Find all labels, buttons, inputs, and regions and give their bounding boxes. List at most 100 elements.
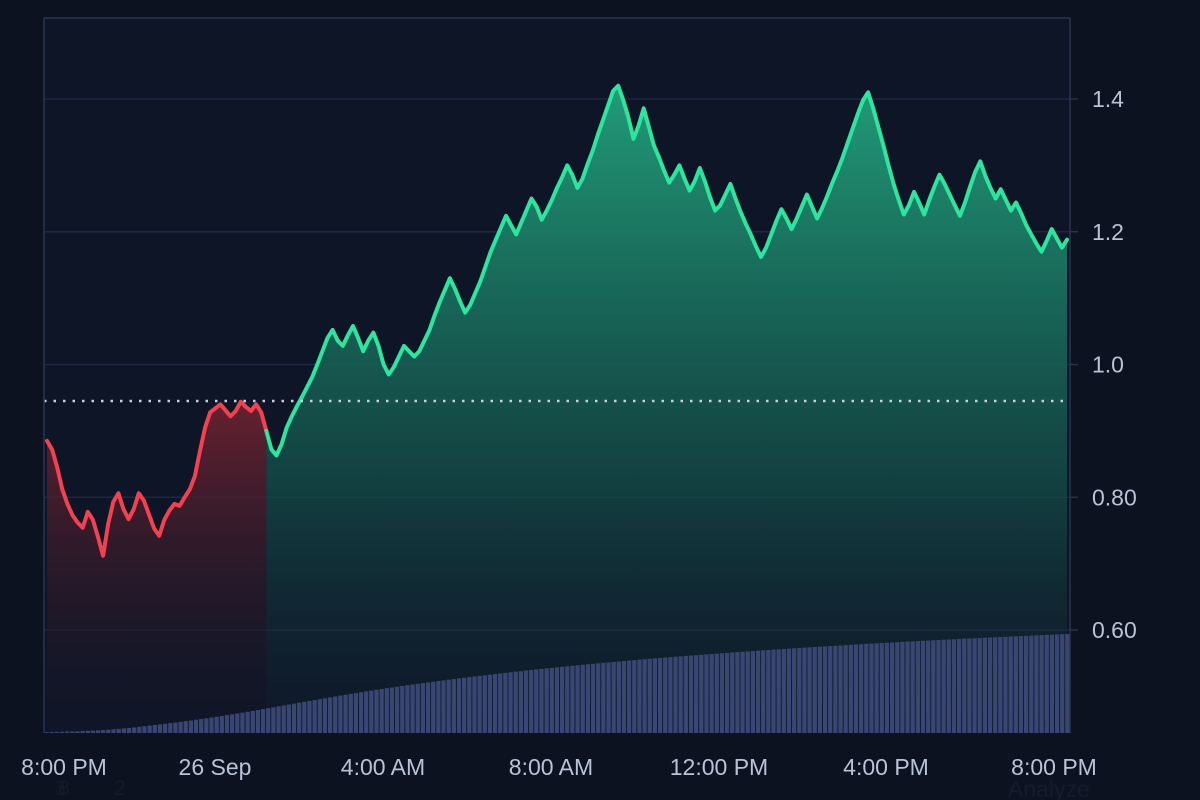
volume-bar: [297, 702, 302, 733]
volume-bar: [668, 657, 673, 733]
volume-bar: [214, 716, 219, 733]
volume-bar: [786, 648, 792, 733]
volume-bar: [508, 672, 513, 733]
volume-bar: [1013, 636, 1018, 733]
volume-bar: [941, 639, 946, 733]
volume-bar: [931, 640, 936, 733]
volume-bar: [869, 643, 874, 733]
volume-bar: [451, 679, 456, 733]
volume-bar: [596, 663, 601, 733]
volume-bar: [188, 720, 194, 733]
volume-bar: [962, 638, 967, 733]
volume-bar: [157, 724, 163, 733]
volume-bar: [699, 654, 704, 733]
volume-bar: [65, 731, 70, 733]
price-line: [45, 83, 1069, 558]
x-tick-label: 8:00 PM: [21, 754, 107, 780]
volume-bar: [487, 674, 493, 733]
volume-bar: [529, 670, 534, 733]
volume-bar: [503, 672, 508, 733]
volume-bar: [374, 689, 379, 733]
volume-bar: [472, 676, 477, 733]
volume-bar: [559, 666, 565, 733]
volume-bar: [709, 653, 714, 733]
volume-bar: [75, 731, 80, 733]
volume-bar: [817, 646, 823, 733]
volume-bar: [271, 707, 276, 733]
volume-bar: [49, 731, 54, 733]
volume-bar: [1065, 634, 1070, 733]
volume-bars: [44, 634, 1070, 733]
volume-bar: [101, 730, 106, 733]
volume-bar: [369, 690, 374, 733]
volume-bar: [410, 684, 415, 733]
volume-bar: [967, 638, 972, 733]
volume-bar: [859, 644, 864, 733]
volume-bar: [132, 727, 137, 733]
volume-bar: [260, 709, 266, 733]
y-tick-label: 0.80: [1092, 484, 1137, 510]
volume-bar: [348, 693, 353, 733]
volume-bar: [936, 640, 941, 733]
volume-bar: [647, 658, 652, 733]
volume-bar: [879, 643, 884, 733]
volume-bar: [951, 639, 957, 733]
volume-bar: [482, 675, 487, 733]
volume-bar: [121, 728, 126, 733]
volume-bar: [106, 729, 111, 733]
price-area-fill: [47, 85, 1067, 733]
volume-bar: [281, 705, 286, 733]
volume-bar: [111, 729, 116, 733]
volume-bar: [219, 715, 224, 733]
volume-bar: [224, 715, 230, 733]
volume-bar: [333, 696, 338, 733]
y-axis-tick-labels: 0.60 0.80 1.0 1.2 1.4: [1092, 86, 1137, 643]
volume-bar: [1039, 635, 1044, 733]
faint-number-left-b: 8: [58, 777, 70, 800]
volume-bar: [1008, 636, 1013, 733]
volume-bar: [420, 683, 426, 733]
volume-bar: [570, 665, 575, 733]
volume-bar: [467, 677, 472, 733]
volume-bar: [291, 703, 297, 733]
y-tick-label: 1.0: [1092, 352, 1124, 378]
volume-bar: [735, 652, 740, 733]
y-tick-label: 1.2: [1092, 219, 1124, 245]
volume-bar: [477, 675, 482, 733]
y-tick-label: 0.60: [1092, 617, 1137, 643]
volume-bar: [771, 649, 776, 733]
volume-bar: [884, 642, 890, 733]
volume-bar: [606, 662, 611, 733]
volume-bar: [250, 710, 255, 733]
volume-bar: [864, 643, 869, 733]
volume-bar: [621, 661, 627, 733]
volume-bar: [920, 640, 926, 733]
volume-bar: [828, 646, 833, 733]
volume-bar: [714, 653, 719, 733]
volume-bar: [116, 728, 121, 733]
volume-bar: [425, 682, 431, 733]
volume-bar: [632, 660, 637, 733]
volume-bar: [802, 647, 807, 733]
volume-bar: [193, 719, 199, 733]
volume-bar: [838, 645, 843, 733]
price-area-up: [266, 85, 1067, 733]
volume-bar: [338, 695, 343, 733]
volume-bar: [276, 706, 281, 733]
volume-bar: [59, 731, 65, 733]
volume-bar: [168, 723, 173, 733]
volume-bar: [998, 636, 1003, 733]
volume-bar: [704, 654, 709, 733]
volume-bar: [183, 721, 188, 733]
volume-bar: [812, 647, 817, 733]
volume-bar: [80, 731, 85, 733]
volume-bar: [905, 641, 910, 733]
analyze-label[interactable]: Analyze: [1008, 776, 1090, 800]
volume-bar: [853, 644, 859, 733]
volume-bar: [678, 656, 683, 733]
volume-bar: [781, 648, 786, 733]
volume-bar: [343, 694, 348, 733]
volume-bar: [694, 655, 699, 733]
